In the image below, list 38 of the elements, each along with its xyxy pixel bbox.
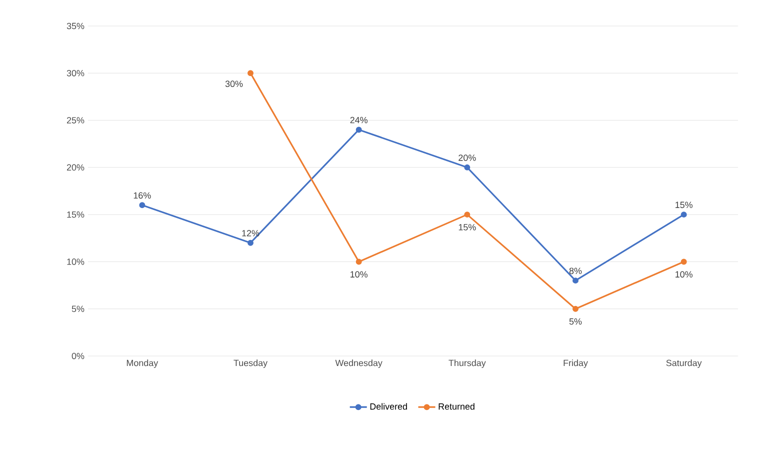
data-label: 20% (458, 154, 476, 161)
point (680, 258, 687, 265)
data-label: 10% (350, 271, 368, 278)
data-label: 15% (676, 202, 692, 208)
data-label: 15% (458, 224, 476, 230)
y-tick-label: 25% (66, 117, 84, 124)
y-tick-label: 35% (66, 22, 84, 30)
x-tick-label: Friday (564, 360, 588, 368)
y-tick-label: 5% (72, 306, 84, 312)
x-tick-label: Monday (126, 360, 158, 368)
data-label: 10% (676, 271, 692, 278)
data-label: 16% (134, 192, 151, 199)
data-label: 30% (225, 80, 243, 87)
x-tick-label: Thursday (448, 360, 486, 368)
point (356, 126, 362, 133)
point (464, 212, 470, 218)
data-label: 5% (569, 318, 582, 325)
x-tick-label: Wednesday (335, 360, 382, 368)
data-label: 8% (569, 268, 582, 274)
y-tick-label: 10% (67, 258, 84, 265)
legend-label: Returned (438, 403, 474, 410)
data-label: 12% (242, 230, 260, 236)
point (248, 240, 254, 246)
legend-label: Delivered (370, 403, 407, 410)
point (680, 212, 687, 218)
y-tick-label: 0% (72, 352, 84, 360)
point (356, 258, 362, 265)
y-tick-label: 20% (66, 164, 84, 171)
y-tick-label: 15% (67, 211, 84, 218)
x-tick-label: Saturday (666, 360, 702, 368)
x-tick-label: Tuesday (234, 360, 268, 368)
y-tick-label: 30% (66, 70, 84, 76)
point (248, 70, 254, 76)
data-label: 24% (350, 116, 368, 124)
point (572, 278, 578, 284)
point (464, 164, 470, 170)
point (139, 202, 146, 208)
point (572, 306, 578, 312)
